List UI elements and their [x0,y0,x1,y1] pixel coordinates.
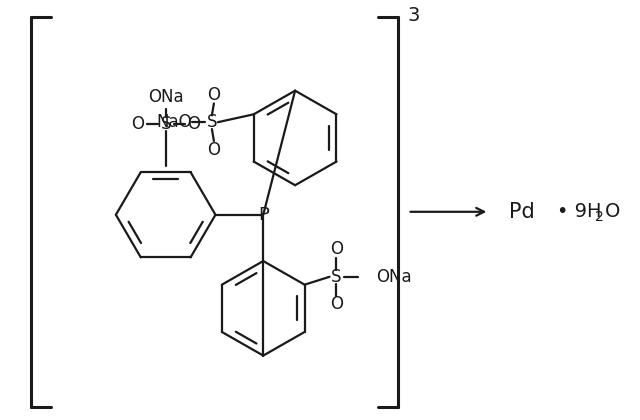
Text: O: O [605,202,620,221]
Text: S: S [207,113,217,131]
Text: • 9H: • 9H [557,202,602,221]
Text: 2: 2 [595,210,604,224]
Text: O: O [207,86,220,104]
Text: NaO: NaO [156,113,192,131]
Text: O: O [187,115,200,133]
Text: ONa: ONa [376,268,412,286]
Text: O: O [207,141,220,159]
Text: S: S [161,115,171,133]
Text: Pd: Pd [509,202,535,222]
Text: P: P [258,206,269,224]
Text: S: S [332,268,342,286]
Text: 3: 3 [408,6,420,25]
Text: O: O [330,240,343,258]
Text: ONa: ONa [148,88,184,105]
Text: O: O [131,115,144,133]
Text: O: O [330,295,343,313]
